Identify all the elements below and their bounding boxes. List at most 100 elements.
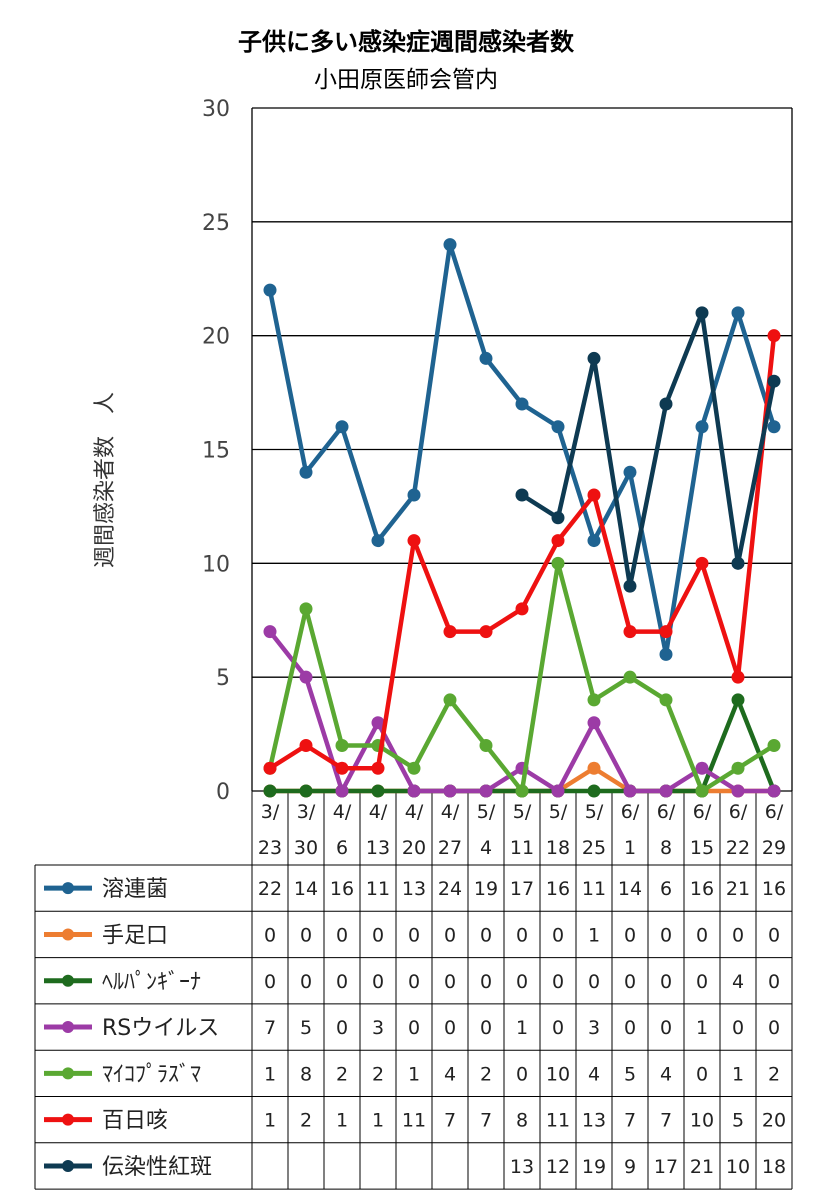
data-point — [371, 534, 385, 548]
x-tick-label: 6/ — [693, 801, 712, 823]
data-point — [587, 534, 601, 548]
table-cell: 10 — [690, 1110, 714, 1132]
series — [263, 329, 781, 775]
y-axis-label: 週間感染者数 人 — [93, 392, 118, 568]
table-cell: 18 — [762, 1156, 786, 1178]
data-point — [407, 761, 421, 775]
table-cell: 0 — [660, 971, 672, 993]
data-point — [767, 420, 781, 434]
data-point — [587, 761, 601, 775]
table-cell: 0 — [732, 1017, 744, 1039]
data-point — [695, 556, 709, 570]
table-cell: 0 — [300, 924, 312, 946]
x-tick-label: 18 — [546, 837, 570, 859]
data-point — [695, 306, 709, 320]
table-cell: 0 — [768, 924, 780, 946]
table-cell: 21 — [726, 878, 750, 900]
table-cell: 10 — [726, 1156, 750, 1178]
data-point — [335, 761, 349, 775]
table-cell: 6 — [660, 878, 672, 900]
table-cell: 4 — [588, 1063, 600, 1085]
y-tick-label: 0 — [216, 780, 230, 805]
table-cell: 1 — [264, 1110, 276, 1132]
data-point — [587, 784, 601, 798]
data-point — [731, 761, 745, 775]
data-point — [551, 784, 565, 798]
table-cell: 1 — [516, 1017, 528, 1039]
table-cell: 24 — [438, 878, 462, 900]
x-tick-label: 5/ — [513, 801, 532, 823]
table-cell: 1 — [336, 1110, 348, 1132]
data-point — [623, 579, 637, 593]
data-point — [263, 761, 277, 775]
table-cell: 1 — [696, 1017, 708, 1039]
data-point — [515, 602, 529, 616]
series-line — [519, 310, 777, 589]
table-cell: 0 — [372, 924, 384, 946]
table-cell: 0 — [516, 1063, 528, 1085]
data-point — [767, 329, 781, 343]
table-cell: 7 — [444, 1110, 456, 1132]
legend-marker — [62, 1159, 74, 1172]
table-cell: 13 — [582, 1110, 606, 1132]
x-tick-label: 29 — [762, 837, 786, 859]
x-tick-label: 23 — [258, 837, 282, 859]
data-point — [371, 761, 385, 775]
data-point — [479, 625, 493, 639]
data-point — [443, 625, 457, 639]
data-point — [407, 534, 421, 548]
data-point — [443, 784, 457, 798]
data-point — [695, 761, 709, 775]
table-cell: 4 — [660, 1063, 672, 1085]
table-cell: 10 — [546, 1063, 570, 1085]
table-cell: 12 — [546, 1156, 570, 1178]
table-cell: 0 — [444, 1017, 456, 1039]
data-point — [767, 738, 781, 752]
data-point — [479, 738, 493, 752]
x-tick-label: 11 — [510, 837, 534, 859]
table-cell: 3 — [588, 1017, 600, 1039]
table-cell: 0 — [768, 1017, 780, 1039]
series-lines — [263, 238, 781, 798]
data-point — [263, 784, 277, 798]
x-tick-label: 4/ — [405, 801, 424, 823]
table-cell: 0 — [624, 1017, 636, 1039]
x-tick-label: 6/ — [765, 801, 784, 823]
data-point — [299, 738, 313, 752]
table-cell: 0 — [264, 924, 276, 946]
table-cell: 7 — [624, 1110, 636, 1132]
y-ticks: 0 5 10 15 20 25 30 — [202, 97, 230, 805]
x-tick-label: 1 — [624, 837, 636, 859]
table-cell: 17 — [654, 1156, 678, 1178]
data-point — [335, 420, 349, 434]
y-tick-label: 10 — [202, 552, 230, 577]
table-cell: 0 — [552, 971, 564, 993]
data-point — [767, 374, 781, 388]
table-cell: 16 — [330, 878, 354, 900]
data-point — [515, 397, 529, 411]
table-cell: 0 — [696, 924, 708, 946]
x-tick-label: 20 — [402, 837, 426, 859]
table-cell: 2 — [372, 1063, 384, 1085]
table-cell: 19 — [582, 1156, 606, 1178]
data-point — [587, 488, 601, 502]
data-point — [731, 670, 745, 684]
data-point — [659, 397, 673, 411]
x-tick-label: 13 — [366, 837, 390, 859]
data-point — [299, 465, 313, 479]
legend-label: 溶連菌 — [102, 877, 168, 902]
data-point — [695, 784, 709, 798]
table-cell: 0 — [660, 1017, 672, 1039]
x-tick-label: 5/ — [549, 801, 568, 823]
table-cell: 4 — [444, 1063, 456, 1085]
x-tick-label: 4/ — [441, 801, 460, 823]
x-tick-label: 5/ — [477, 801, 496, 823]
table-cell: 4 — [732, 971, 744, 993]
table-cell: 0 — [516, 924, 528, 946]
y-tick-label: 25 — [202, 211, 230, 236]
table-cell: 14 — [294, 878, 318, 900]
table-cell: 9 — [624, 1156, 636, 1178]
table-cell: 7 — [660, 1110, 672, 1132]
table-cell: 1 — [372, 1110, 384, 1132]
